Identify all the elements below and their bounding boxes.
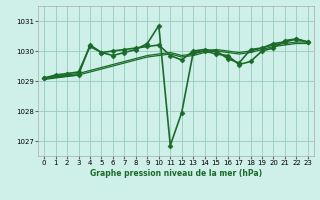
X-axis label: Graphe pression niveau de la mer (hPa): Graphe pression niveau de la mer (hPa) [90, 169, 262, 178]
